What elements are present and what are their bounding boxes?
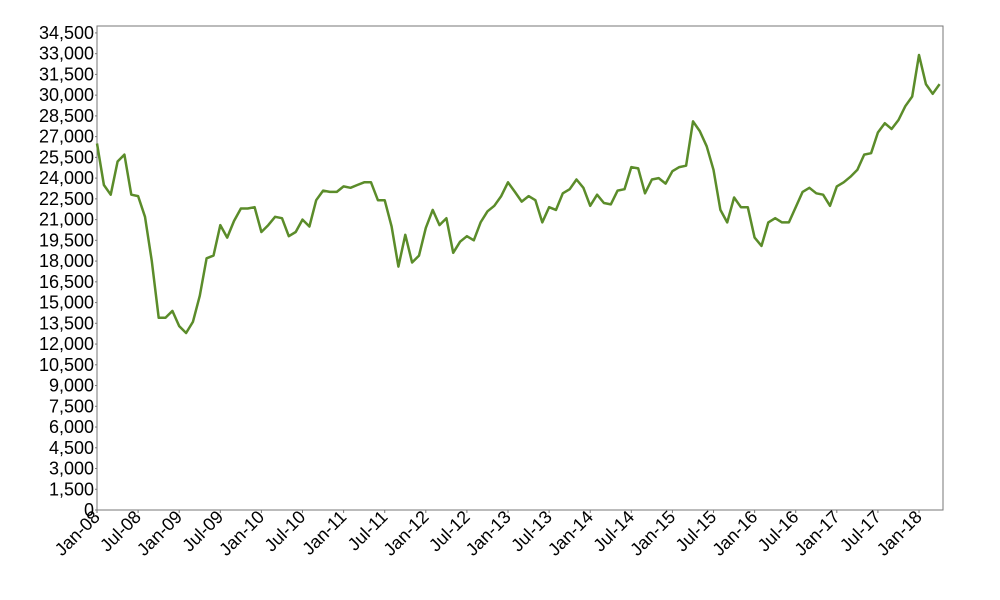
plot-frame (96, 25, 944, 511)
y-tick-label: 0 (84, 500, 94, 520)
x-tick-label: Jan-18 (873, 507, 926, 560)
y-tick-label: 9,000 (49, 376, 94, 396)
y-tick-label: 27,000 (39, 127, 94, 147)
x-tick-label: Jan-16 (708, 507, 761, 560)
y-tick-label: 31,500 (39, 64, 94, 84)
y-tick-label: 18,000 (39, 251, 94, 271)
y-tick-label: 25,500 (39, 147, 94, 167)
x-tick-label: Jan-12 (380, 507, 433, 560)
y-tick-label: 6,000 (49, 417, 94, 437)
y-tick-label: 12,000 (39, 334, 94, 354)
x-tick-label: Jan-15 (626, 507, 679, 560)
x-tick-label: Jan-10 (215, 507, 268, 560)
y-tick-label: 13,500 (39, 313, 94, 333)
x-tick-label: Jan-08 (51, 507, 104, 560)
x-tick-label: Jan-09 (133, 507, 186, 560)
y-tick-label: 34,500 (39, 23, 94, 43)
y-tick-label: 22,500 (39, 189, 94, 209)
y-tick-label: 16,500 (39, 272, 94, 292)
y-tick-label: 7,500 (49, 396, 94, 416)
series-line (95, 53, 941, 335)
x-tick-label: Jan-17 (791, 507, 844, 560)
y-tick-label: 30,000 (39, 85, 94, 105)
y-tick-label: 24,000 (39, 168, 94, 188)
x-tick-label: Jan-11 (298, 507, 350, 559)
y-tick-label: 10,500 (39, 355, 94, 375)
y-tick-label: 4,500 (49, 438, 94, 458)
y-tick-label: 1,500 (49, 479, 94, 499)
y-tick-label: 15,000 (39, 293, 94, 313)
x-tick-label: Jan-14 (544, 507, 597, 560)
y-tick-label: 3,000 (49, 459, 94, 479)
y-tick-label: 33,000 (39, 44, 94, 64)
y-tick-label: 28,500 (39, 106, 94, 126)
y-tick-label: 19,500 (39, 230, 94, 250)
x-tick-label: Jan-13 (462, 507, 515, 560)
y-tick-label: 21,000 (39, 210, 94, 230)
